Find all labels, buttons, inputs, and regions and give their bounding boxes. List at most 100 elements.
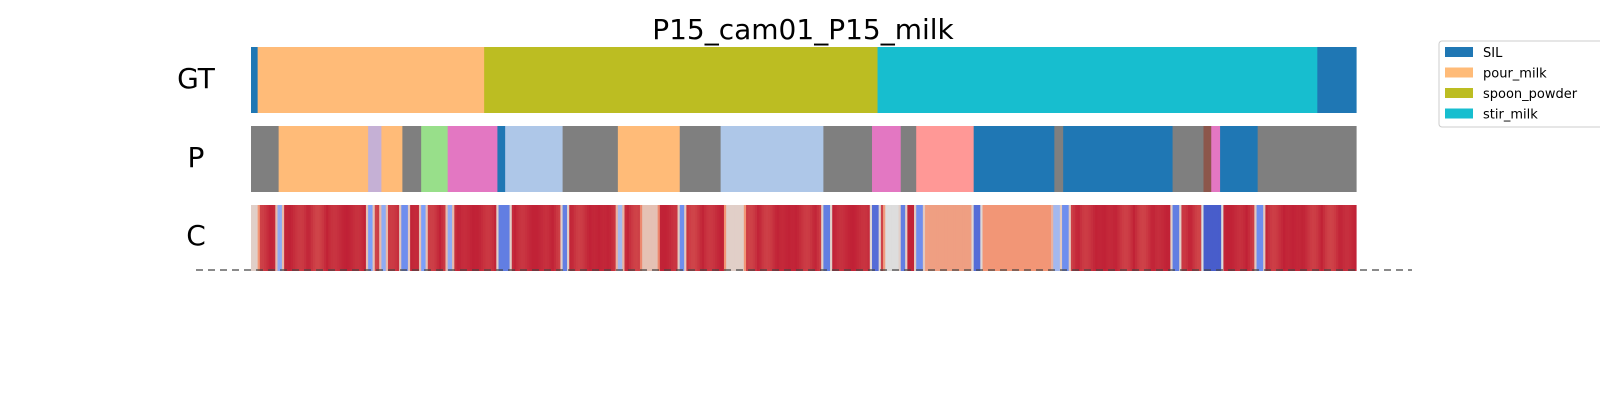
confidence-cell <box>538 205 542 271</box>
confidence-cell <box>732 205 736 271</box>
confidence-cell <box>1165 205 1169 271</box>
confidence-cell <box>770 205 774 271</box>
confidence-cell <box>270 205 274 271</box>
confidence-cell <box>1097 205 1101 271</box>
confidence-cell <box>253 205 257 271</box>
confidence-cell <box>385 205 389 271</box>
confidence-cell <box>1135 205 1138 271</box>
confidence-cell <box>412 205 416 271</box>
confidence-cell <box>1254 205 1258 271</box>
confidence-cell <box>379 205 382 271</box>
confidence-cell <box>427 205 431 271</box>
confidence-cell <box>1039 205 1043 271</box>
confidence-cell <box>1318 205 1322 271</box>
confidence-cell <box>701 205 705 271</box>
confidence-cell <box>1221 205 1224 271</box>
confidence-cell <box>321 205 325 271</box>
confidence-cell <box>1059 205 1063 271</box>
confidence-cell <box>1148 205 1152 271</box>
confidence-cell <box>1002 205 1006 271</box>
confidence-cell <box>292 205 296 271</box>
confidence-cell <box>626 205 630 271</box>
confidence-cell <box>810 205 813 271</box>
confidence-cell <box>1210 205 1213 271</box>
p-segment-pour-milk <box>617 126 681 192</box>
confidence-cell <box>251 205 254 271</box>
confidence-cell <box>834 205 838 271</box>
confidence-cell <box>1307 205 1311 271</box>
confidence-cell <box>995 205 999 271</box>
gt-segment-SIL <box>251 47 259 113</box>
confidence-cell <box>317 205 321 271</box>
confidence-cell <box>964 205 968 271</box>
confidence-cell <box>507 205 511 271</box>
confidence-cell <box>334 205 338 271</box>
confidence-cell <box>814 205 818 271</box>
confidence-cell <box>483 205 486 271</box>
confidence-cell <box>1207 205 1211 271</box>
confidence-cell <box>845 205 849 271</box>
confidence-cell <box>498 205 502 271</box>
confidence-cell <box>1130 205 1134 271</box>
confidence-cell <box>399 205 402 271</box>
confidence-cell <box>754 205 758 271</box>
confidence-cell <box>1172 205 1176 271</box>
legend-swatch-pour-milk <box>1445 67 1473 78</box>
confidence-cell <box>297 205 301 271</box>
p-segment-green <box>421 126 449 192</box>
confidence-cell <box>1205 205 1209 271</box>
confidence-cell <box>1311 205 1315 271</box>
confidence-cell <box>1230 205 1233 271</box>
confidence-cell <box>984 205 988 271</box>
confidence-cell <box>1241 205 1244 271</box>
confidence-cell <box>414 205 418 271</box>
confidence-cell <box>951 205 955 271</box>
confidence-cell <box>1062 205 1065 271</box>
confidence-cell <box>975 205 979 271</box>
confidence-cell <box>801 205 805 271</box>
row-label-c: C <box>186 219 206 252</box>
confidence-cell <box>480 205 484 271</box>
confidence-cell <box>469 205 473 271</box>
confidence-cell <box>533 205 537 271</box>
confidence-cell <box>914 205 917 271</box>
confidence-cell <box>593 205 597 271</box>
confidence-cell <box>1305 205 1308 271</box>
confidence-cell <box>883 205 886 271</box>
p-segment-unknown <box>1054 126 1064 192</box>
confidence-cell <box>841 205 844 271</box>
confidence-cell <box>916 205 920 271</box>
confidence-cell <box>646 205 650 271</box>
confidence-cell <box>354 205 358 271</box>
legend: SIL pour_milk spoon_powder stir_milk <box>1438 40 1600 128</box>
confidence-cell <box>407 205 411 271</box>
confidence-cell <box>1000 205 1003 271</box>
confidence-cell <box>602 205 606 271</box>
confidence-cell <box>909 205 913 271</box>
p-segment-unknown <box>1172 126 1205 192</box>
confidence-cell <box>1260 205 1264 271</box>
confidence-cell <box>525 205 528 271</box>
confidence-cell <box>1106 205 1110 271</box>
confidence-cell <box>1291 205 1295 271</box>
confidence-cell <box>942 205 946 271</box>
confidence-cell <box>944 205 948 271</box>
confidence-cell <box>257 205 261 271</box>
confidence-cell <box>1201 205 1205 271</box>
confidence-cell <box>332 205 336 271</box>
confidence-cell <box>1042 205 1045 271</box>
confidence-cell <box>1252 205 1255 271</box>
confidence-cell <box>1174 205 1178 271</box>
confidence-cell <box>684 205 687 271</box>
confidence-cell <box>509 205 513 271</box>
confidence-cell <box>516 205 520 271</box>
confidence-cell <box>1051 205 1054 271</box>
confidence-cell <box>1004 205 1008 271</box>
confidence-cell <box>1285 205 1289 271</box>
confidence-cell <box>1185 205 1189 271</box>
confidence-cell <box>856 205 860 271</box>
confidence-cell <box>973 205 977 271</box>
confidence-row-heatmap <box>251 205 1357 271</box>
confidence-cell <box>1294 205 1297 271</box>
confidence-cell <box>1300 205 1304 271</box>
